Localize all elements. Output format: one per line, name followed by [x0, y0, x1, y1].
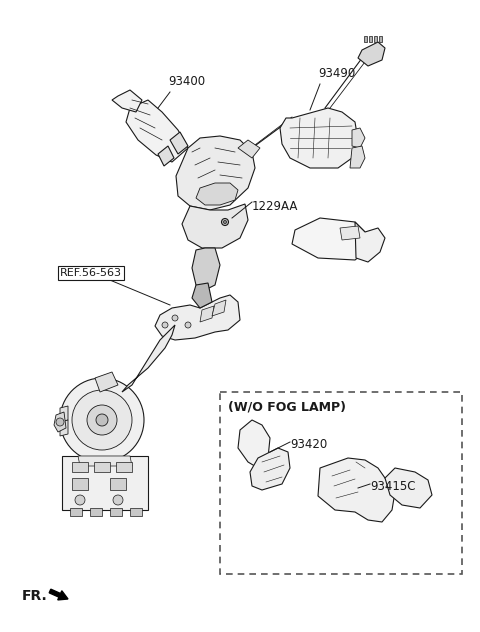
Polygon shape	[78, 456, 132, 466]
Polygon shape	[70, 508, 82, 516]
Polygon shape	[352, 128, 365, 148]
Polygon shape	[170, 132, 188, 154]
Polygon shape	[196, 183, 238, 205]
Polygon shape	[94, 462, 110, 472]
Polygon shape	[385, 468, 432, 508]
Circle shape	[72, 390, 132, 450]
Polygon shape	[364, 36, 367, 42]
Polygon shape	[200, 306, 214, 322]
Polygon shape	[130, 508, 142, 516]
Circle shape	[56, 418, 64, 426]
Circle shape	[60, 378, 144, 462]
Polygon shape	[72, 478, 88, 490]
Polygon shape	[192, 283, 212, 308]
Text: 93415C: 93415C	[370, 480, 416, 493]
Circle shape	[221, 219, 228, 226]
Circle shape	[75, 495, 85, 505]
Polygon shape	[182, 204, 248, 248]
Polygon shape	[292, 218, 370, 260]
Text: (W/O FOG LAMP): (W/O FOG LAMP)	[228, 400, 346, 413]
Circle shape	[224, 221, 227, 224]
Text: FR.: FR.	[22, 589, 48, 603]
Polygon shape	[110, 478, 126, 490]
Text: 93490: 93490	[318, 67, 355, 80]
Circle shape	[162, 322, 168, 328]
Polygon shape	[340, 226, 360, 240]
Polygon shape	[350, 146, 365, 168]
Polygon shape	[122, 325, 175, 392]
Polygon shape	[72, 462, 88, 472]
Polygon shape	[280, 108, 358, 168]
Polygon shape	[176, 136, 255, 210]
Polygon shape	[318, 458, 395, 522]
Polygon shape	[54, 412, 66, 432]
Polygon shape	[95, 372, 118, 392]
Circle shape	[87, 405, 117, 435]
Circle shape	[185, 322, 191, 328]
Polygon shape	[379, 36, 382, 42]
Polygon shape	[62, 456, 148, 510]
Circle shape	[172, 315, 178, 321]
Polygon shape	[112, 90, 142, 112]
Text: 93400: 93400	[168, 75, 205, 88]
Polygon shape	[90, 508, 102, 516]
Polygon shape	[238, 140, 260, 158]
Polygon shape	[155, 295, 240, 340]
Text: 1229AA: 1229AA	[252, 200, 299, 213]
Polygon shape	[158, 146, 174, 166]
Bar	[220, 392, 462, 574]
Text: REF.56-563: REF.56-563	[60, 268, 122, 278]
Polygon shape	[116, 462, 132, 472]
Polygon shape	[60, 420, 68, 436]
Polygon shape	[250, 448, 290, 490]
Polygon shape	[192, 248, 220, 290]
FancyArrow shape	[49, 589, 68, 600]
Polygon shape	[374, 36, 377, 42]
Polygon shape	[355, 222, 385, 262]
Text: 93420: 93420	[290, 438, 327, 451]
Polygon shape	[60, 406, 68, 422]
Polygon shape	[110, 508, 122, 516]
Circle shape	[113, 495, 123, 505]
Polygon shape	[126, 100, 188, 162]
Polygon shape	[358, 42, 385, 66]
Polygon shape	[369, 36, 372, 42]
Polygon shape	[212, 300, 226, 316]
Polygon shape	[238, 420, 270, 468]
Circle shape	[96, 414, 108, 426]
